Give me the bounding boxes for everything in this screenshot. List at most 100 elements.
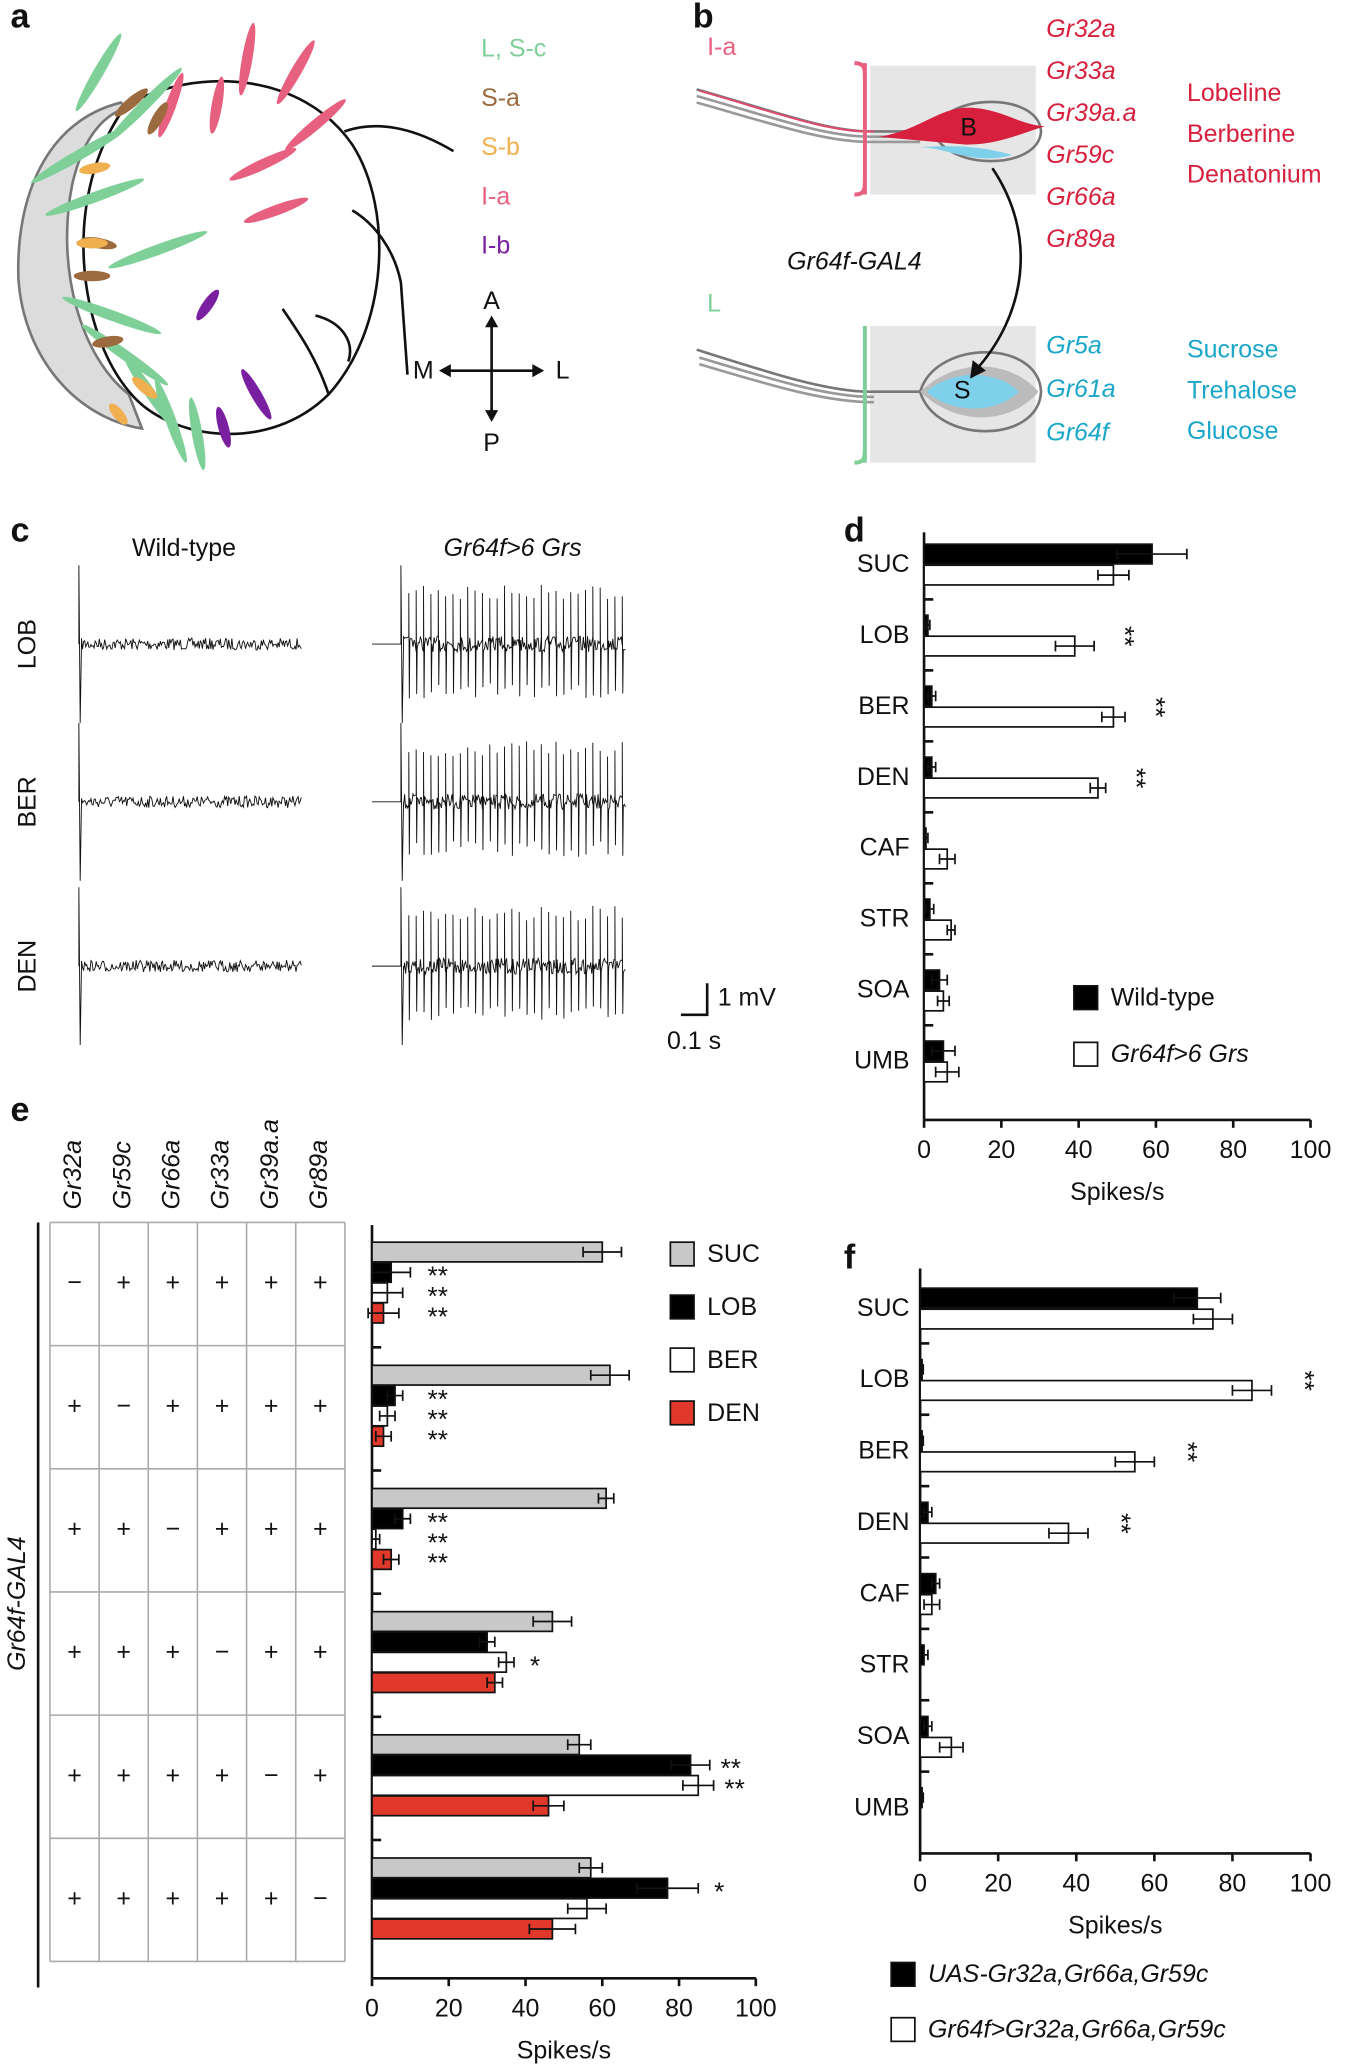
bristle bbox=[73, 270, 111, 282]
error-bar bbox=[927, 761, 937, 773]
error-bar bbox=[936, 995, 951, 1007]
error-bar bbox=[925, 619, 931, 631]
table-cell: + bbox=[67, 1761, 82, 1789]
error-bar bbox=[1192, 1313, 1234, 1325]
error-bar bbox=[367, 1307, 400, 1319]
legend-label: DEN bbox=[707, 1399, 760, 1427]
x-tick-label: 40 bbox=[1065, 1136, 1093, 1164]
significance: ** bbox=[1107, 1513, 1137, 1533]
receptor-label: Gr5a bbox=[1046, 332, 1102, 360]
table-cell: − bbox=[264, 1761, 279, 1789]
bar bbox=[371, 1754, 692, 1776]
x-tick-label: 0 bbox=[913, 1870, 927, 1898]
bristle bbox=[107, 67, 182, 143]
error-bar bbox=[923, 1599, 941, 1610]
panel-letter: e bbox=[11, 1091, 30, 1129]
error-bar bbox=[938, 853, 956, 865]
table-cell: + bbox=[116, 1638, 131, 1666]
error-bar bbox=[635, 1882, 700, 1894]
row-label: BER bbox=[14, 776, 42, 827]
category-label: STR bbox=[860, 1651, 910, 1679]
legend-swatch bbox=[890, 2016, 916, 2043]
stalk-lines bbox=[281, 124, 455, 395]
table-cell: + bbox=[67, 1638, 82, 1666]
significance: ** bbox=[427, 1507, 447, 1537]
panel-letter: d bbox=[844, 511, 865, 549]
bar bbox=[371, 1877, 669, 1899]
category-label: BER bbox=[858, 1437, 909, 1465]
legend-label: Wild-type bbox=[1111, 984, 1215, 1012]
table-cell: + bbox=[264, 1515, 279, 1543]
table-cell: + bbox=[116, 1269, 131, 1297]
legend-swatch bbox=[669, 1241, 695, 1267]
category-label: CAF bbox=[860, 1579, 910, 1607]
error-bar bbox=[566, 1739, 592, 1750]
error-bar bbox=[920, 1435, 925, 1447]
significance: ** bbox=[427, 1384, 447, 1414]
x-tick-label: 60 bbox=[1140, 1870, 1168, 1898]
ligand-label: Trehalose bbox=[1187, 376, 1297, 404]
ligand-label: Glucose bbox=[1187, 417, 1279, 445]
trace bbox=[78, 565, 302, 723]
receptor-label: Gr66a bbox=[1046, 183, 1116, 211]
table-cell: + bbox=[67, 1884, 82, 1912]
significance: ** bbox=[724, 1774, 744, 1804]
error-bar bbox=[532, 1616, 573, 1627]
x-tick-label: 20 bbox=[984, 1870, 1012, 1898]
category-label: UMB bbox=[854, 1793, 910, 1821]
scale-label: 0.1 s bbox=[667, 1027, 721, 1055]
socket-green bbox=[854, 325, 867, 465]
table-cell: + bbox=[67, 1515, 82, 1543]
ligand-label: Denatonium bbox=[1187, 161, 1322, 189]
genotype-table: Gr64f-GAL4 Gr32a Gr59c Gr66a Gr33a Gr39a.a Gr… bbox=[3, 1119, 346, 1988]
trace bbox=[371, 887, 626, 1046]
trace bbox=[78, 722, 302, 881]
table-cell: − bbox=[67, 1269, 82, 1297]
legend-label: I-a bbox=[481, 182, 510, 210]
bar bbox=[919, 1308, 1214, 1330]
x-tick-label: 40 bbox=[1062, 1870, 1090, 1898]
error-bar bbox=[578, 1862, 604, 1874]
panel-letter: b bbox=[693, 0, 714, 35]
labellum-drawing bbox=[16, 22, 455, 471]
error-bar bbox=[938, 1742, 964, 1753]
significance: ** bbox=[427, 1527, 447, 1557]
ligand-label: Lobeline bbox=[1187, 79, 1281, 107]
table-cell: + bbox=[313, 1638, 328, 1666]
panel-letter: f bbox=[844, 1238, 856, 1276]
table-cell: − bbox=[116, 1392, 131, 1420]
significance: ** bbox=[721, 1753, 741, 1783]
table-cell: + bbox=[116, 1515, 131, 1543]
legend-label: L, S-c bbox=[481, 35, 546, 63]
bristle bbox=[79, 162, 111, 175]
scale-label: 1 mV bbox=[718, 984, 777, 1012]
receptor-label: Gr39a.a bbox=[1046, 99, 1136, 127]
error-bar bbox=[1231, 1385, 1273, 1396]
bristle bbox=[92, 335, 124, 348]
bristle bbox=[132, 376, 158, 399]
category-label: DEN bbox=[857, 763, 910, 791]
category-label: STR bbox=[860, 905, 910, 933]
column-title: Gr64f>6 Grs bbox=[444, 534, 582, 562]
s-cell bbox=[926, 374, 1019, 409]
receptor-label: Gr32a bbox=[1046, 15, 1116, 43]
error-bar bbox=[930, 1578, 941, 1589]
legend-label: Gr64f>Gr32a,Gr66a,Gr59c bbox=[928, 2015, 1226, 2043]
bristle bbox=[108, 403, 128, 425]
error-bar bbox=[532, 1800, 565, 1812]
error-bar bbox=[589, 1369, 631, 1381]
column-header: Gr39a.a bbox=[256, 1119, 284, 1209]
bar bbox=[371, 1795, 550, 1817]
bar bbox=[371, 1631, 488, 1653]
category-label: SOA bbox=[857, 976, 910, 1004]
bristle bbox=[158, 73, 184, 138]
table-cell: + bbox=[116, 1884, 131, 1912]
significance: ** bbox=[1110, 626, 1140, 646]
legend-label: Gr64f>6 Grs bbox=[1111, 1040, 1249, 1068]
legend-swatch bbox=[890, 1961, 916, 1988]
legend-label: UAS-Gr32a,Gr66a,Gr59c bbox=[928, 1960, 1209, 1988]
table-cell: + bbox=[166, 1269, 181, 1297]
error-bar bbox=[930, 1045, 956, 1057]
error-bar bbox=[1089, 782, 1107, 794]
